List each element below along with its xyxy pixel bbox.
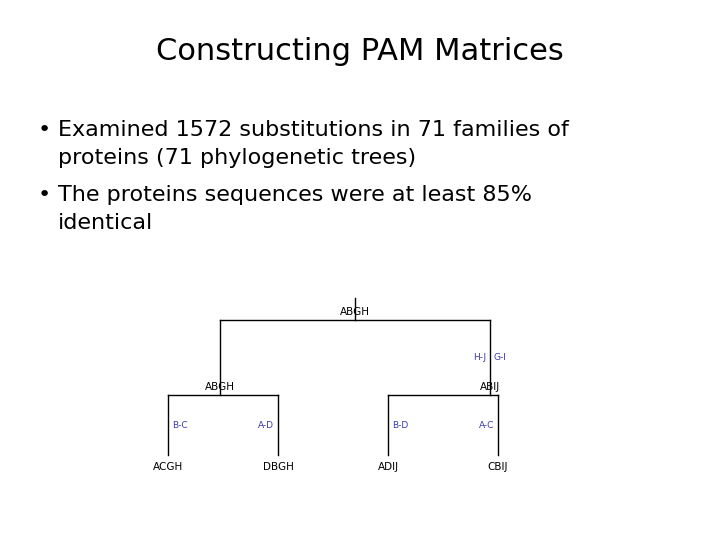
Text: A-D: A-D (258, 421, 274, 429)
Text: DBGH: DBGH (263, 462, 294, 472)
Text: The proteins sequences were at least 85%: The proteins sequences were at least 85% (58, 185, 532, 205)
Text: Constructing PAM Matrices: Constructing PAM Matrices (156, 37, 564, 66)
Text: B-C: B-C (172, 421, 188, 429)
Text: proteins (71 phylogenetic trees): proteins (71 phylogenetic trees) (58, 148, 416, 168)
Text: ABGH: ABGH (340, 307, 370, 317)
Text: ABIJ: ABIJ (480, 382, 500, 392)
Text: B-D: B-D (392, 421, 408, 429)
Text: G-I: G-I (494, 353, 507, 362)
Text: identical: identical (58, 213, 153, 233)
Text: Examined 1572 substitutions in 71 families of: Examined 1572 substitutions in 71 famili… (58, 120, 569, 140)
Text: CBIJ: CBIJ (487, 462, 508, 472)
Text: •: • (38, 120, 51, 140)
Text: H-J: H-J (473, 353, 486, 362)
Text: ABGH: ABGH (205, 382, 235, 392)
Text: A-C: A-C (479, 421, 494, 429)
Text: •: • (38, 185, 51, 205)
Text: ACGH: ACGH (153, 462, 183, 472)
Text: ADIJ: ADIJ (377, 462, 399, 472)
